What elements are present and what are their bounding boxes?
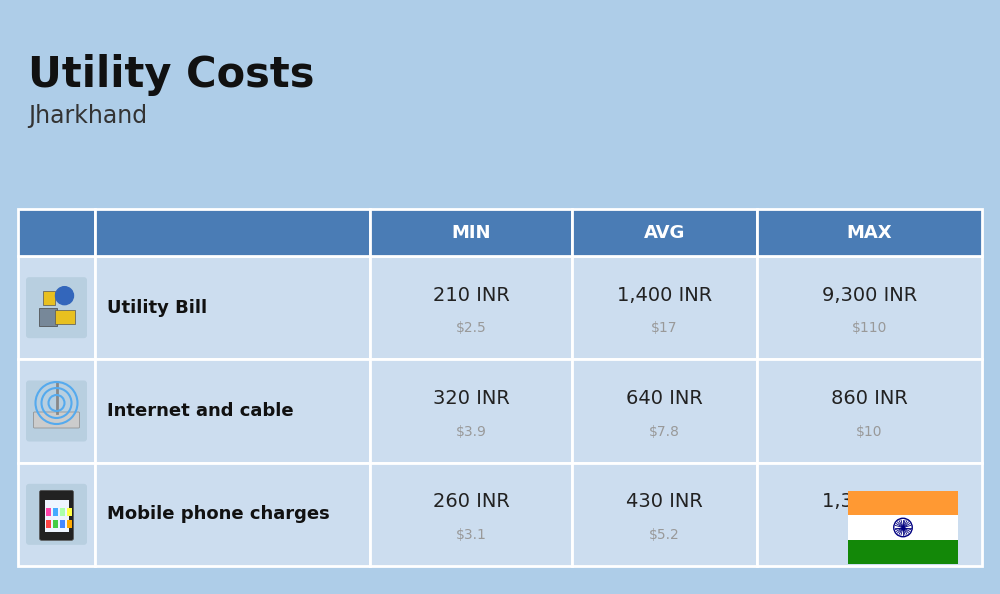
Text: Internet and cable: Internet and cable bbox=[107, 402, 294, 420]
Text: $16: $16 bbox=[856, 528, 883, 542]
Bar bbox=[95, 209, 370, 256]
Bar bbox=[370, 256, 572, 359]
Text: $3.1: $3.1 bbox=[456, 528, 486, 542]
Bar bbox=[18, 209, 95, 256]
Text: 9,300 INR: 9,300 INR bbox=[822, 286, 917, 305]
Bar bbox=[66, 508, 72, 516]
Bar bbox=[60, 508, 64, 516]
Bar bbox=[38, 308, 56, 326]
Bar bbox=[95, 463, 370, 566]
Circle shape bbox=[56, 287, 74, 305]
Bar bbox=[60, 520, 64, 528]
Bar bbox=[848, 516, 958, 540]
Bar bbox=[848, 540, 958, 564]
Text: MAX: MAX bbox=[847, 223, 892, 242]
FancyBboxPatch shape bbox=[29, 487, 84, 542]
Text: 430 INR: 430 INR bbox=[626, 492, 703, 511]
Bar bbox=[572, 256, 757, 359]
Bar bbox=[95, 256, 370, 359]
Bar bbox=[757, 463, 982, 566]
Text: 640 INR: 640 INR bbox=[626, 389, 703, 408]
Bar bbox=[848, 491, 958, 516]
Text: Utility Bill: Utility Bill bbox=[107, 299, 207, 317]
Text: $7.8: $7.8 bbox=[649, 425, 680, 438]
Text: $2.5: $2.5 bbox=[456, 321, 486, 336]
Text: $10: $10 bbox=[856, 425, 883, 438]
FancyBboxPatch shape bbox=[26, 381, 87, 441]
Bar bbox=[66, 520, 72, 528]
Text: $3.9: $3.9 bbox=[456, 425, 486, 438]
Text: Jharkhand: Jharkhand bbox=[28, 104, 147, 128]
Bar bbox=[18, 463, 95, 566]
Text: Mobile phone charges: Mobile phone charges bbox=[107, 505, 330, 523]
Text: $5.2: $5.2 bbox=[649, 528, 680, 542]
Bar bbox=[46, 520, 50, 528]
FancyBboxPatch shape bbox=[29, 384, 84, 438]
FancyBboxPatch shape bbox=[34, 412, 80, 428]
Bar bbox=[370, 463, 572, 566]
Bar bbox=[370, 209, 572, 256]
Bar bbox=[52, 520, 58, 528]
Bar bbox=[757, 359, 982, 463]
Bar bbox=[757, 256, 982, 359]
Bar bbox=[42, 290, 54, 305]
FancyBboxPatch shape bbox=[40, 490, 74, 541]
Bar bbox=[18, 359, 95, 463]
Text: $17: $17 bbox=[651, 321, 678, 336]
FancyBboxPatch shape bbox=[26, 484, 87, 545]
FancyBboxPatch shape bbox=[26, 277, 87, 338]
Text: 1,300 INR: 1,300 INR bbox=[822, 492, 917, 511]
Text: $110: $110 bbox=[852, 321, 887, 336]
Bar bbox=[757, 209, 982, 256]
Text: 320 INR: 320 INR bbox=[433, 389, 509, 408]
Text: Utility Costs: Utility Costs bbox=[28, 54, 314, 96]
Bar bbox=[54, 309, 74, 324]
Bar bbox=[46, 508, 50, 516]
Bar bbox=[572, 359, 757, 463]
Text: AVG: AVG bbox=[644, 223, 685, 242]
Text: 260 INR: 260 INR bbox=[433, 492, 509, 511]
FancyBboxPatch shape bbox=[29, 280, 84, 335]
Bar bbox=[44, 500, 68, 532]
Text: 860 INR: 860 INR bbox=[831, 389, 908, 408]
Bar bbox=[18, 256, 95, 359]
Bar bbox=[95, 359, 370, 463]
Text: 1,400 INR: 1,400 INR bbox=[617, 286, 712, 305]
Bar bbox=[572, 463, 757, 566]
Text: 210 INR: 210 INR bbox=[433, 286, 509, 305]
Bar bbox=[370, 359, 572, 463]
Text: MIN: MIN bbox=[451, 223, 491, 242]
Bar bbox=[52, 508, 58, 516]
Bar bbox=[572, 209, 757, 256]
